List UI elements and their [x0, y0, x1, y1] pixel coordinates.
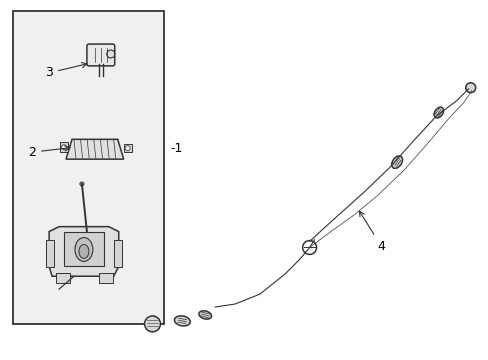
Bar: [60, 142, 68, 152]
Ellipse shape: [391, 156, 402, 168]
Polygon shape: [49, 227, 119, 276]
Ellipse shape: [75, 238, 93, 261]
Bar: [123, 144, 131, 152]
Text: 3: 3: [45, 63, 87, 79]
Circle shape: [80, 182, 84, 186]
Circle shape: [61, 145, 66, 150]
Bar: [13, 11, 164, 324]
Circle shape: [125, 146, 130, 151]
Polygon shape: [66, 139, 123, 159]
Bar: [46, 239, 54, 267]
Bar: [114, 239, 122, 267]
Bar: [56, 273, 70, 283]
Ellipse shape: [79, 244, 89, 258]
Text: 2: 2: [28, 146, 70, 159]
Bar: [64, 231, 103, 266]
Circle shape: [106, 50, 115, 58]
Text: -1: -1: [170, 142, 183, 155]
Ellipse shape: [199, 311, 211, 319]
Circle shape: [144, 316, 160, 332]
FancyBboxPatch shape: [87, 44, 115, 66]
Text: 4: 4: [359, 211, 385, 252]
Circle shape: [465, 83, 475, 93]
Bar: [99, 273, 113, 283]
Ellipse shape: [433, 107, 443, 118]
Ellipse shape: [174, 316, 190, 326]
